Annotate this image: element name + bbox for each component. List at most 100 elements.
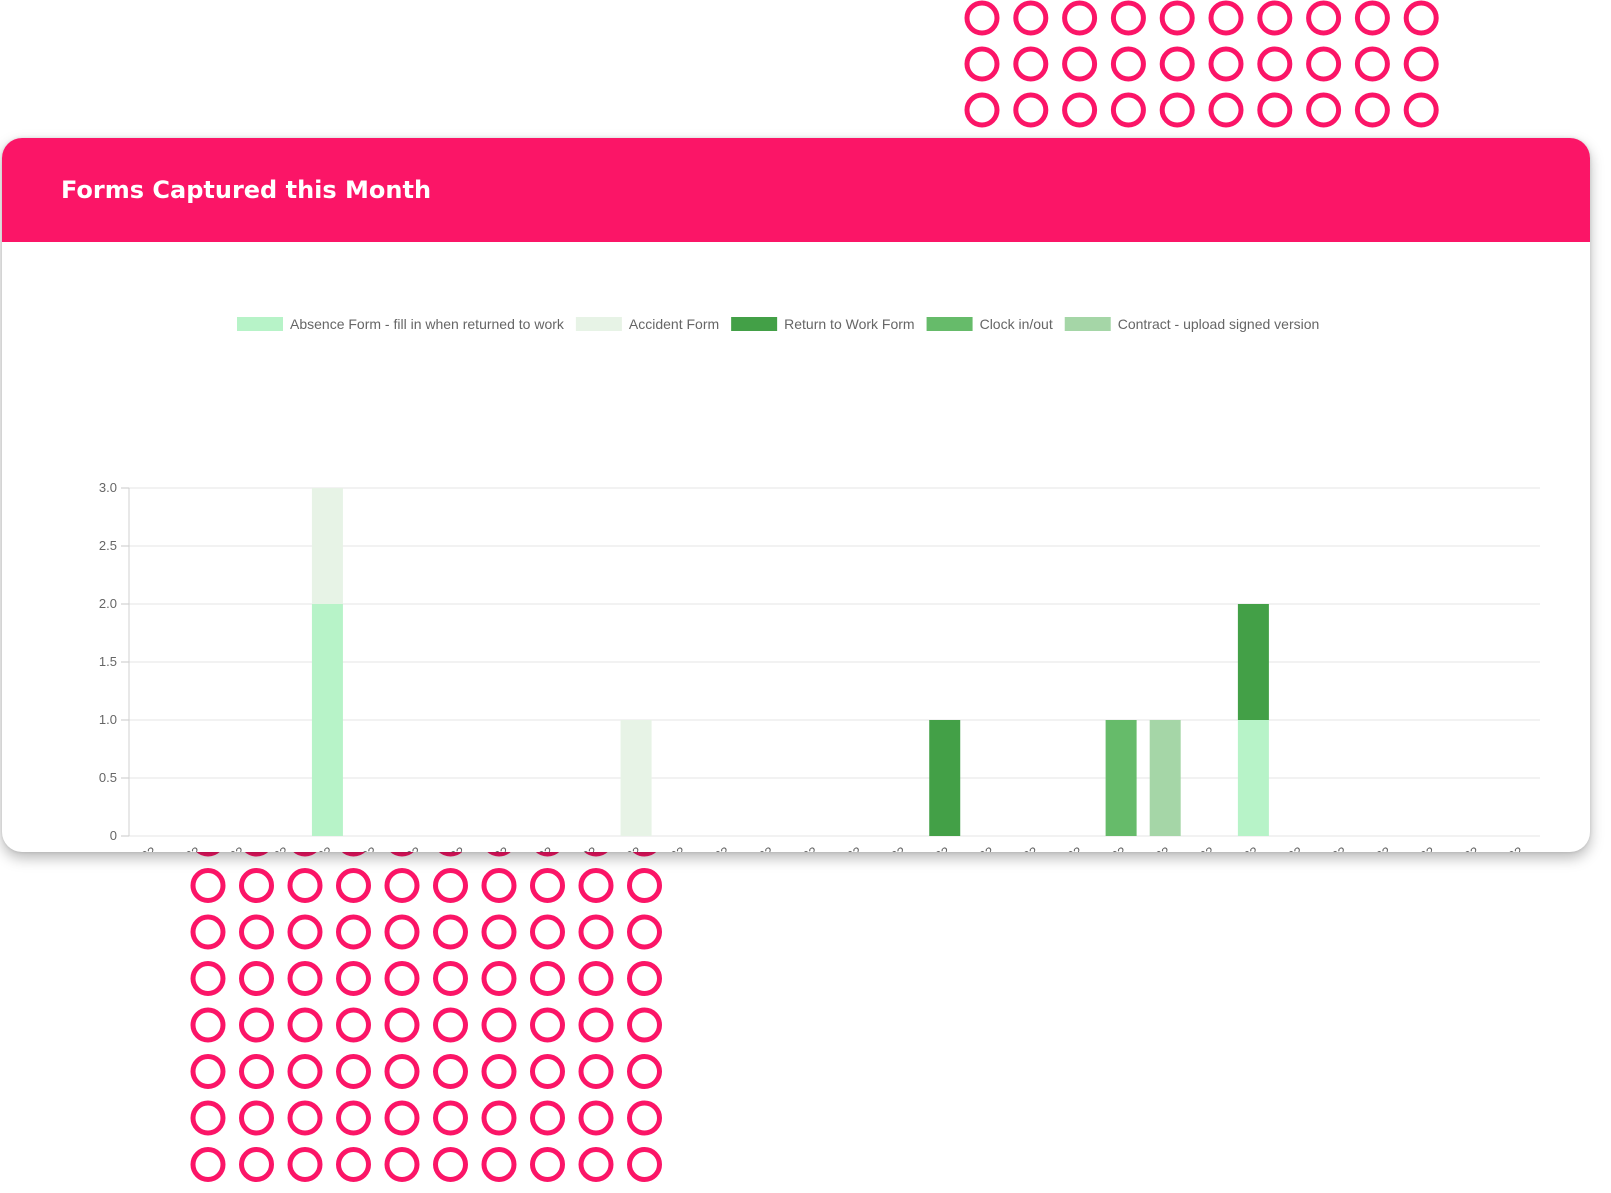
x-tick-label: Tue 10 May 2022 (461, 844, 556, 852)
ring-dot (1013, 92, 1049, 128)
legend-label[interactable]: Accident Form (629, 316, 719, 332)
ring-dot (1306, 92, 1342, 128)
ring-dot (1354, 92, 1390, 128)
ring-dot (1062, 92, 1098, 128)
ring-dot (190, 1007, 226, 1043)
ring-dot (1403, 0, 1439, 36)
legend-swatch[interactable] (575, 317, 622, 331)
y-tick-label: 1.5 (99, 654, 117, 669)
ring-dot (1062, 0, 1098, 36)
ring-dot (336, 1054, 371, 1089)
bottom-dot-grid-svg (190, 835, 662, 1182)
bar-segment[interactable] (311, 488, 343, 604)
ring-dot (481, 1054, 517, 1089)
bottom-dot-grid (186, 835, 666, 1193)
ring-dot (384, 961, 420, 996)
ring-dot (578, 1147, 614, 1182)
ring-dot (1306, 46, 1342, 82)
ring-dot (578, 914, 614, 950)
ring-dot (964, 0, 1000, 36)
ring-dot (1257, 92, 1293, 128)
ring-dot (1257, 0, 1293, 36)
bar-segment[interactable] (1105, 720, 1137, 836)
y-tick-label: 3.0 (99, 480, 117, 495)
ring-dot (239, 1054, 274, 1089)
ring-dot (627, 1007, 662, 1043)
ring-dot (433, 914, 468, 950)
ring-dot (384, 1054, 420, 1089)
y-tick-label: 2.5 (99, 538, 117, 553)
ring-dot (239, 1100, 274, 1136)
ring-dot (578, 961, 614, 996)
ring-dot (433, 1100, 468, 1136)
y-tick-label: 0.5 (99, 770, 117, 785)
legend-label[interactable]: Absence Form - fill in when returned to … (290, 316, 565, 332)
ring-dot (239, 961, 274, 996)
x-tick-label: Tue 31 May 2022 (1387, 844, 1482, 852)
ring-dot (384, 914, 420, 950)
chart-bars (311, 488, 1269, 836)
bar-segment[interactable] (311, 604, 343, 836)
ring-dot (1013, 46, 1049, 82)
ring-dot (287, 1007, 323, 1043)
ring-dot (578, 1100, 614, 1136)
legend-label[interactable]: Contract - upload signed version (1118, 316, 1320, 332)
ring-dot (190, 961, 226, 996)
ring-dot (1403, 92, 1439, 128)
top-dot-grid (955, 0, 1445, 135)
ring-dot (530, 1100, 565, 1136)
ring-dot (1403, 46, 1439, 82)
ring-dot (384, 1100, 420, 1136)
ring-dot (530, 914, 565, 950)
ring-dot (1159, 0, 1195, 36)
top-dot-grid-svg (964, 0, 1439, 128)
ring-dot (530, 868, 565, 903)
bar-segment[interactable] (1237, 720, 1269, 836)
ring-dot (239, 868, 274, 903)
ring-dot (384, 868, 420, 903)
ring-dot (336, 914, 371, 950)
bar-segment[interactable] (620, 720, 652, 836)
ring-dot (336, 1100, 371, 1136)
ring-dot (1159, 92, 1195, 128)
ring-dot (1208, 46, 1244, 82)
legend-label[interactable]: Return to Work Form (784, 316, 914, 332)
ring-dot (481, 1147, 517, 1182)
ring-dot (1257, 46, 1293, 82)
legend-swatch[interactable] (237, 317, 283, 331)
forms-chart-card: Forms Captured this Month Absence Form -… (2, 138, 1590, 852)
x-tick-label: Fri 06 May 2022 (290, 844, 379, 852)
ring-dot (336, 1147, 371, 1182)
card-header: Forms Captured this Month (2, 138, 1590, 242)
ring-dot (433, 961, 468, 996)
ring-dot (384, 1007, 420, 1043)
x-tick-label: Sat 21 May 2022 (948, 844, 1041, 852)
x-axis-labels: Sun 01 May 2022Mon 02 May 2022Tue 03 May… (63, 844, 1526, 852)
bar-segment[interactable] (929, 720, 961, 836)
ring-dot (627, 961, 662, 996)
ring-dot (627, 1054, 662, 1089)
chart-legend: Absence Form - fill in when returned to … (237, 316, 1319, 332)
ring-dot (1208, 92, 1244, 128)
bar-segment[interactable] (1149, 720, 1181, 836)
legend-swatch[interactable] (731, 317, 778, 331)
x-tick-label: Sat 14 May 2022 (639, 844, 732, 852)
x-tick-label: Sat 28 May 2022 (1256, 844, 1349, 852)
ring-dot (481, 1007, 517, 1043)
ring-dot (481, 914, 517, 950)
y-tick-label: 1.0 (99, 712, 117, 727)
ring-dot (530, 1054, 565, 1089)
ring-dot (1110, 46, 1146, 82)
bar-segment[interactable] (1237, 604, 1269, 720)
legend-swatch[interactable] (1064, 317, 1111, 331)
ring-dot (578, 1054, 614, 1089)
legend-swatch[interactable] (926, 317, 973, 331)
ring-dot (627, 1147, 662, 1182)
legend-label[interactable]: Clock in/out (980, 316, 1053, 332)
ring-dot (287, 1147, 323, 1182)
ring-dot (964, 46, 1000, 82)
ring-dot (384, 1147, 420, 1182)
ring-dot (481, 961, 517, 996)
ring-dot (239, 1147, 274, 1182)
ring-dot (287, 1054, 323, 1089)
